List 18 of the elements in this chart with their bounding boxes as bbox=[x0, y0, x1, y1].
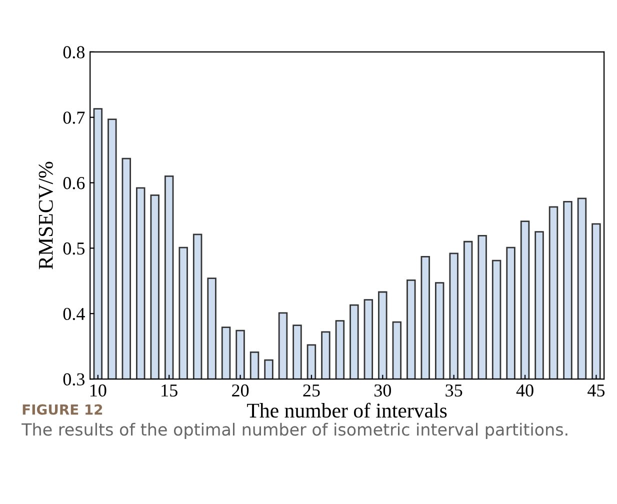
y-tick-label: 0.8 bbox=[63, 46, 85, 58]
x-tick-label: 25 bbox=[303, 384, 320, 397]
x-tick-label: 35 bbox=[446, 384, 462, 397]
x-tick-label: 45 bbox=[588, 384, 605, 397]
x-tick-label: 15 bbox=[162, 384, 178, 397]
y-tick-label: 0.4 bbox=[63, 308, 85, 320]
text: The results of the optimal number of isometric interval partitions. bbox=[22, 422, 568, 439]
x-tick-label: 20 bbox=[232, 384, 249, 397]
caption: FIGURE 12 bbox=[22, 404, 102, 415]
x-tick-label: 30 bbox=[374, 384, 391, 397]
y-tick-label: 0.6 bbox=[63, 177, 85, 190]
x-axis-title: The number of intervals bbox=[247, 402, 447, 418]
y-axis-title: RMSECV/% bbox=[38, 162, 53, 270]
y-tick-label: 0.7 bbox=[63, 112, 85, 124]
y-tick-label: 0.5 bbox=[63, 242, 85, 255]
y-tick-label: 0.3 bbox=[63, 373, 85, 386]
x-tick-label: 40 bbox=[516, 384, 534, 397]
x-tick-label: 10 bbox=[90, 384, 106, 397]
